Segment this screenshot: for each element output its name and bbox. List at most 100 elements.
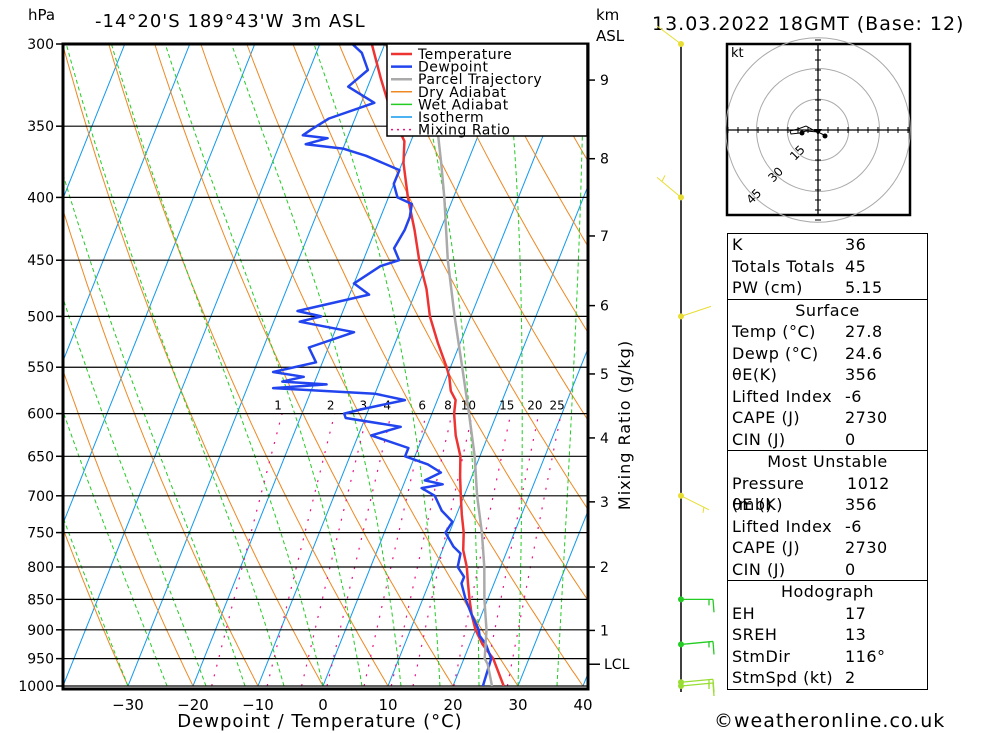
height-tick-label: 3: [600, 495, 609, 511]
height-unit-label: km: [596, 6, 619, 24]
legend-label: Dry Adiabat: [418, 85, 506, 101]
wind-barb-point: [678, 194, 684, 201]
copyright-credit[interactable]: ©weatheronline.co.uk: [714, 710, 946, 732]
parcel-trajectory-line: [435, 126, 494, 686]
surface-section: Surface Temp (°C) 27.8 Dewp (°C) 24.6 θE(K…: [728, 298, 927, 451]
index-value: 2730: [845, 538, 888, 557]
dry-adiabat-line: [384, 44, 588, 422]
wind-barb-point: [678, 596, 684, 603]
wet-adiabat-line: [231, 44, 402, 686]
index-label: SREH: [732, 625, 778, 644]
mixing-ratio-label: 4: [383, 399, 391, 413]
mixing-ratio-line: [483, 413, 540, 686]
dry-adiabat-line: [246, 44, 584, 686]
wet-adiabat-line: [63, 409, 168, 686]
location-title: -14°20'S 189°43'W 3m ASL: [95, 11, 366, 32]
legend-label: Dewpoint: [418, 60, 489, 76]
index-label: PW (cm): [732, 278, 803, 297]
index-label: CAPE (J): [732, 408, 801, 427]
index-value: 116°: [845, 646, 886, 666]
index-label: StmDir: [732, 646, 791, 666]
temperature-tick-label: −10: [242, 696, 274, 714]
index-value: 36: [845, 235, 867, 254]
legend-label: Wet Adiabat: [418, 97, 509, 113]
height-tick-label: 9: [600, 73, 609, 89]
wind-barb-shaft: [680, 640, 714, 646]
dry-adiabat-line: [970, 26, 1000, 686]
index-label: EH: [732, 603, 756, 623]
wet-adiabat-line: [164, 44, 363, 686]
index-row: θE(K) 356: [728, 364, 927, 386]
mixing-ratio-label: 20: [527, 399, 542, 413]
isotherm-line: [0, 26, 2, 712]
index-value: 2: [845, 668, 856, 687]
wind-barb-shaft: [680, 305, 712, 317]
hodograph-ring: [725, 37, 911, 223]
wind-barb-point: [678, 641, 684, 648]
section-title: Hodograph: [780, 582, 875, 601]
legend-label: Parcel Trajectory: [418, 72, 542, 88]
isotherm-line: [322, 44, 581, 686]
most-unstable-section: Most Unstable Pressure (mb) 1012 θE (K) 35…: [728, 450, 927, 580]
mixing-ratio-label: 1: [274, 399, 282, 413]
temperature-tick-label: 10: [378, 696, 397, 714]
mixing-ratio-label: 2: [327, 399, 335, 413]
isotherm-line: [127, 44, 386, 686]
index-value: -6: [845, 386, 862, 406]
wind-barb-shaft: [680, 678, 714, 683]
dry-adiabat-line: [476, 44, 588, 248]
pressure-tick-label: 650: [27, 449, 54, 465]
index-row: Lifted Index -6: [728, 516, 927, 538]
dry-adiabat-line: [108, 44, 389, 686]
wind-barbs: [656, 25, 715, 697]
index-value: -6: [845, 516, 862, 536]
dewpoint-line: [271, 44, 493, 686]
isotherm-line: [192, 44, 451, 686]
height-tick-label: 7: [600, 229, 609, 245]
index-label: Totals Totals: [732, 256, 835, 276]
height-axis: 9 8 7 6 5 4 3 2 1 LCL: [588, 73, 630, 673]
index-label: Pressure (mb): [732, 473, 805, 515]
pressure-tick-label: 300: [27, 37, 54, 53]
legend-label: Mixing Ratio: [418, 123, 510, 139]
index-value: 5.15: [845, 278, 883, 297]
pressure-tick-label: 400: [27, 190, 54, 206]
isobars: [63, 125, 588, 687]
index-row: Pressure (mb) 1012: [728, 473, 927, 515]
height-tick-label: 2: [600, 560, 609, 576]
wind-barb-flag: [712, 641, 715, 655]
isotherm-line: [63, 44, 191, 363]
pressure-tick-label: 800: [27, 560, 54, 576]
mixing-ratio-line: [326, 413, 392, 686]
index-value: 17: [845, 603, 867, 623]
wind-barb-flag: [661, 175, 666, 182]
height-tick-label: 4: [600, 431, 609, 447]
wind-barb-flag: [702, 506, 705, 513]
dry-adiabat-line: [200, 44, 519, 686]
wind-barb-point: [678, 683, 684, 689]
wind-barb-flag: [712, 599, 715, 613]
temperature-axis: −30 −20 −10 0 10 20 30 40: [112, 696, 592, 714]
height-unit-label-asl: ASL: [596, 27, 625, 45]
wind-barb-shaft: [680, 495, 710, 511]
wind-barb-shaft: [680, 682, 714, 687]
index-label: K: [732, 235, 743, 254]
isotherm-line: [257, 44, 516, 686]
legend-label: Isotherm: [418, 110, 484, 126]
pressure-tick-label: 350: [27, 119, 54, 135]
hodograph-unit: kt: [731, 46, 744, 61]
index-value: 13: [845, 625, 867, 644]
isotherm-line: [63, 44, 321, 686]
dry-adiabat-line: [430, 44, 588, 334]
index-row: K 36: [728, 234, 927, 256]
wet-adiabat-line: [556, 44, 585, 686]
dry-adiabat-line: [925, 26, 1000, 686]
isotherm-line: [452, 347, 588, 686]
index-label: Lifted Index: [732, 386, 833, 406]
pressure-tick-label: 750: [27, 526, 54, 542]
index-label: θE (K): [732, 495, 783, 514]
pressure-tick-label: 700: [27, 489, 54, 505]
pressure-tick-label: 950: [27, 652, 54, 668]
index-row: Dewp (°C) 24.6: [728, 343, 927, 365]
